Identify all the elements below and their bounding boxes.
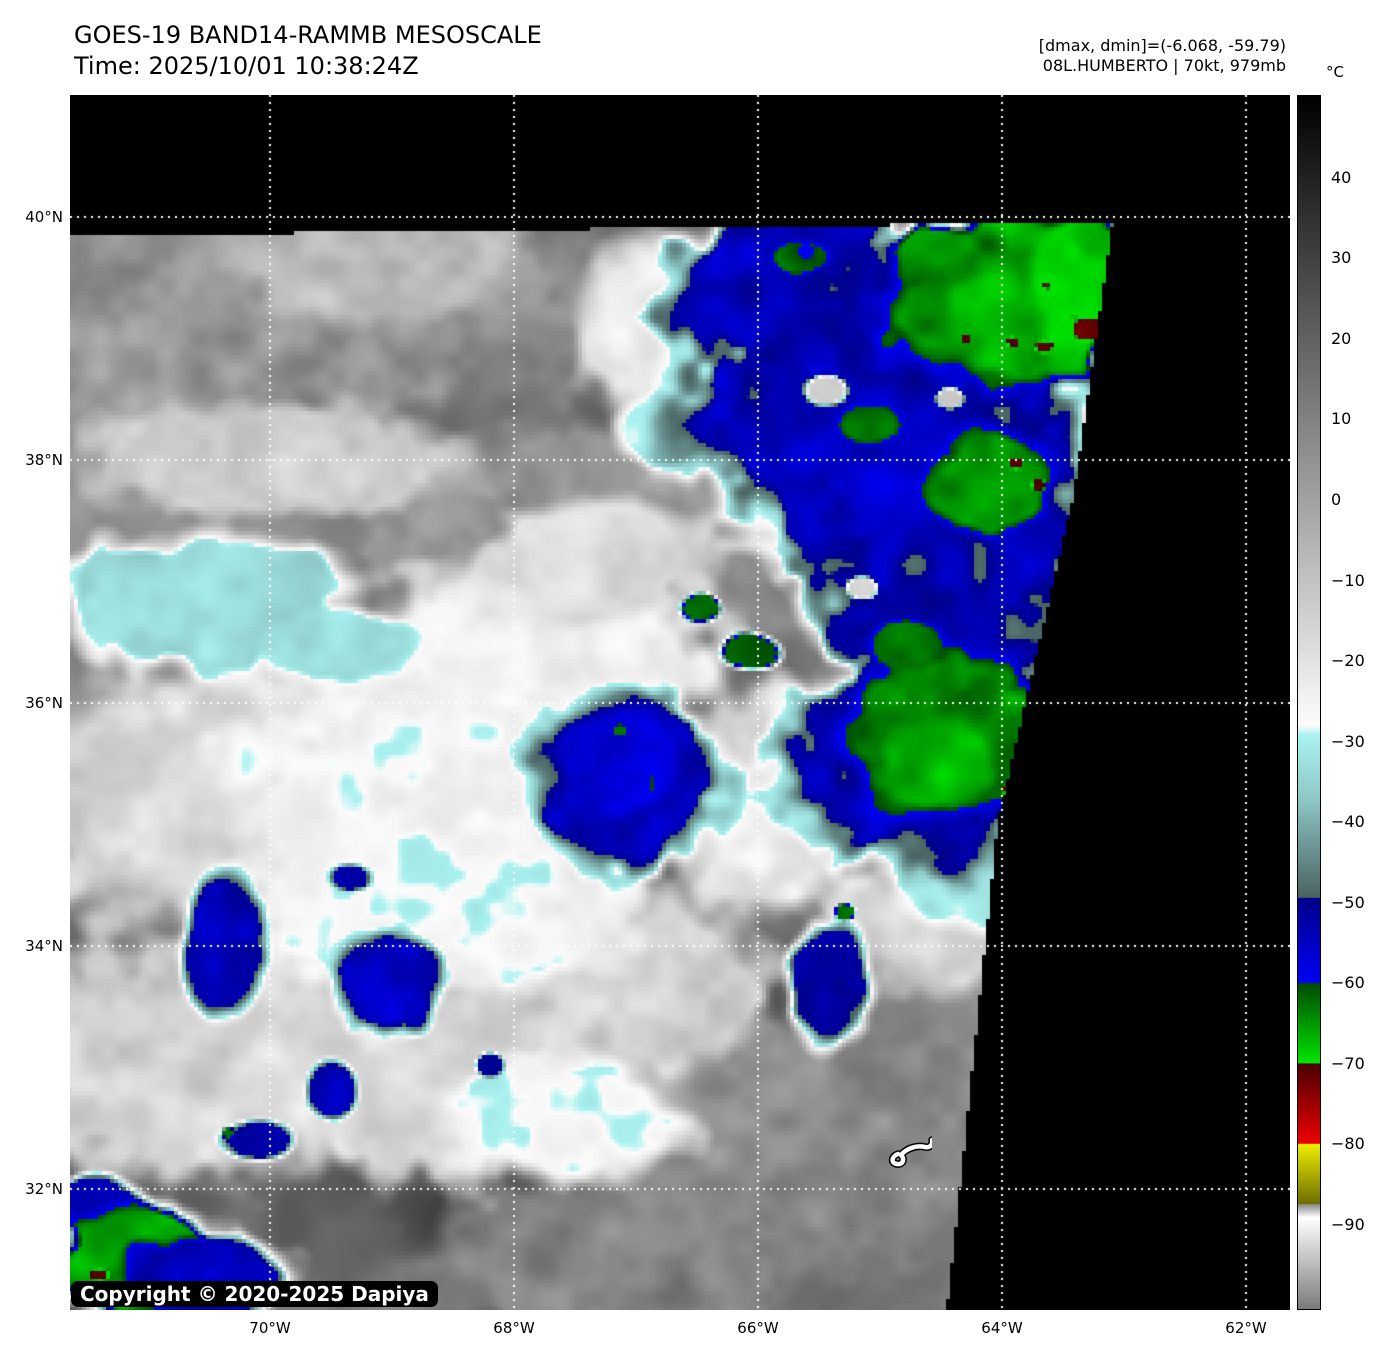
longitude-label: 64°W bbox=[981, 1319, 1023, 1337]
longitude-label: 66°W bbox=[737, 1319, 779, 1337]
storm-center-icon bbox=[888, 1136, 932, 1168]
colorbar-tick-label: −70 bbox=[1331, 1053, 1365, 1073]
colorbar-unit-label: °C bbox=[1326, 63, 1344, 81]
colorbar-tick-label: −40 bbox=[1331, 812, 1365, 832]
page-title: GOES-19 BAND14-RAMMB MESOSCALE bbox=[74, 21, 542, 49]
colorbar-tick-label: −80 bbox=[1331, 1134, 1365, 1154]
dmax-dmin-annotation: [dmax, dmin]=(-6.068, -59.79) bbox=[1038, 36, 1286, 55]
storm-annotation: 08L.HUMBERTO | 70kt, 979mb bbox=[1042, 56, 1286, 75]
satellite-imagery-canvas bbox=[70, 95, 1290, 1310]
latitude-label: 34°N bbox=[25, 937, 63, 955]
colorbar-tick-label: −30 bbox=[1331, 731, 1365, 751]
colorbar-tick-label: 30 bbox=[1331, 248, 1352, 268]
longitude-label: 68°W bbox=[493, 1319, 535, 1337]
colorbar-tick-label: 10 bbox=[1331, 409, 1352, 429]
colorbar-tick-label: 40 bbox=[1331, 167, 1352, 187]
latitude-label: 32°N bbox=[25, 1180, 63, 1198]
colorbar bbox=[1297, 95, 1321, 1310]
colorbar-tick-label: 20 bbox=[1331, 328, 1352, 348]
title-block: GOES-19 BAND14-RAMMB MESOSCALE Time: 202… bbox=[74, 20, 542, 82]
longitude-label: 62°W bbox=[1225, 1319, 1267, 1337]
latitude-label: 38°N bbox=[25, 451, 63, 469]
colorbar-tick-label: −90 bbox=[1331, 1214, 1365, 1234]
colorbar-tick-label: −10 bbox=[1331, 570, 1365, 590]
longitude-label: 70°W bbox=[249, 1319, 291, 1337]
colorbar-tick-label: 0 bbox=[1331, 490, 1342, 509]
annotation-block: [dmax, dmin]=(-6.068, -59.79) 08L.HUMBER… bbox=[1039, 36, 1286, 76]
latitude-label: 40°N bbox=[25, 208, 63, 226]
satellite-map: Copyright © 2020-2025 Dapiya bbox=[70, 95, 1290, 1310]
colorbar-tick-label: −60 bbox=[1331, 973, 1365, 993]
timestamp: Time: 2025/10/01 10:38:24Z bbox=[74, 52, 419, 80]
colorbar-tick-label: −20 bbox=[1331, 651, 1365, 671]
colorbar-tick-label: −50 bbox=[1331, 892, 1365, 912]
latitude-label: 36°N bbox=[25, 694, 63, 712]
copyright-badge: Copyright © 2020-2025 Dapiya bbox=[71, 1281, 438, 1307]
